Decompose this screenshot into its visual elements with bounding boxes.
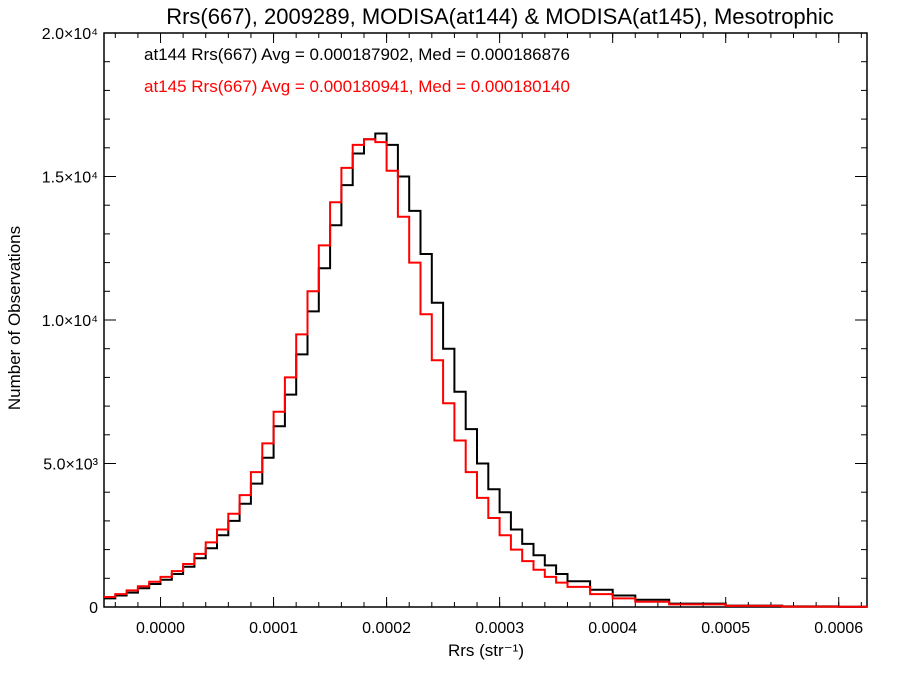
plot-frame [103, 32, 868, 608]
y-tick-label: 5.0×10³ [43, 457, 98, 474]
x-tick-label: 0.0000 [136, 620, 185, 637]
y-tick-labels: 0 5.0×10³ 1.0×10⁴ 1.5×10⁴ 2.0×10⁴ [42, 26, 99, 617]
x-axis-label: Rrs (str⁻¹) [448, 641, 524, 660]
x-tick-label: 0.0003 [475, 620, 524, 637]
y-axis-label: Number of Observations [5, 226, 24, 410]
series-lines [104, 132, 868, 608]
x-tick-label: 0.0004 [588, 620, 637, 637]
series-at145-stat-label: at145 Rrs(667) Avg = 0.000180941, Med = … [144, 77, 570, 96]
tick-marks [104, 32, 867, 608]
series-at144-stat-label: at144 Rrs(667) Avg = 0.000187902, Med = … [144, 45, 570, 64]
x-tick-label: 0.0005 [701, 620, 750, 637]
x-tick-label: 0.0006 [814, 620, 863, 637]
series-at145-line [104, 138, 868, 608]
y-tick-label: 0 [89, 600, 98, 617]
series-at144-line [104, 132, 868, 608]
x-tick-label: 0.0001 [249, 620, 298, 637]
x-tick-labels: 0.0000 0.0001 0.0002 0.0003 0.0004 0.0005 0.00… [136, 620, 863, 637]
y-tick-label: 1.0×10⁴ [42, 313, 98, 330]
chart-title: Rrs(667), 2009289, MODISA(at144) & MODIS… [166, 4, 834, 29]
y-tick-label: 1.5×10⁴ [42, 170, 98, 187]
y-tick-label: 2.0×10⁴ [42, 26, 98, 43]
x-tick-label: 0.0002 [362, 620, 411, 637]
